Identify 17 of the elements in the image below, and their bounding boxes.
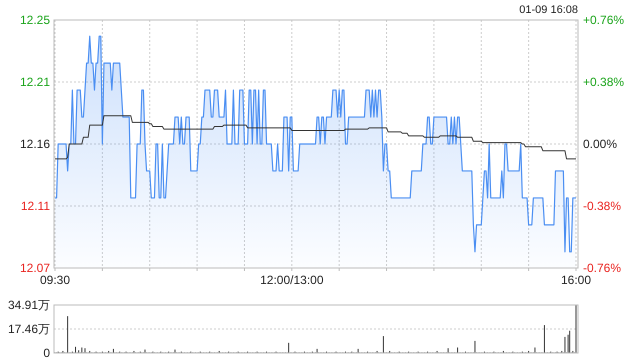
x-tick-label: 12:00/13:00 <box>260 273 324 287</box>
chart-subtitle: 01-09 16:08 <box>519 4 578 16</box>
y2-tick-label: -0.76% <box>583 261 622 276</box>
y2-tick-label: +0.38% <box>583 75 624 90</box>
y-tick-label: 34.91万 <box>8 298 50 312</box>
y-tick-label: 17.46万 <box>8 322 50 336</box>
x-tick-label: 09:30 <box>40 273 70 287</box>
y-tick-label: 12.07 <box>20 261 50 276</box>
y-tick-label: 12.11 <box>20 199 50 214</box>
x-tick-label: 16:00 <box>560 273 592 287</box>
y-tick-label: 12.21 <box>20 75 50 90</box>
y-tick-label: 12.16 <box>20 137 50 152</box>
y2-tick-label: +0.76% <box>583 13 624 28</box>
y2-tick-label: 0.00% <box>583 137 618 152</box>
y-tick-label: 0 <box>43 346 50 360</box>
y2-tick-label: -0.38% <box>583 199 622 214</box>
y-tick-label: 12.25 <box>20 13 50 28</box>
